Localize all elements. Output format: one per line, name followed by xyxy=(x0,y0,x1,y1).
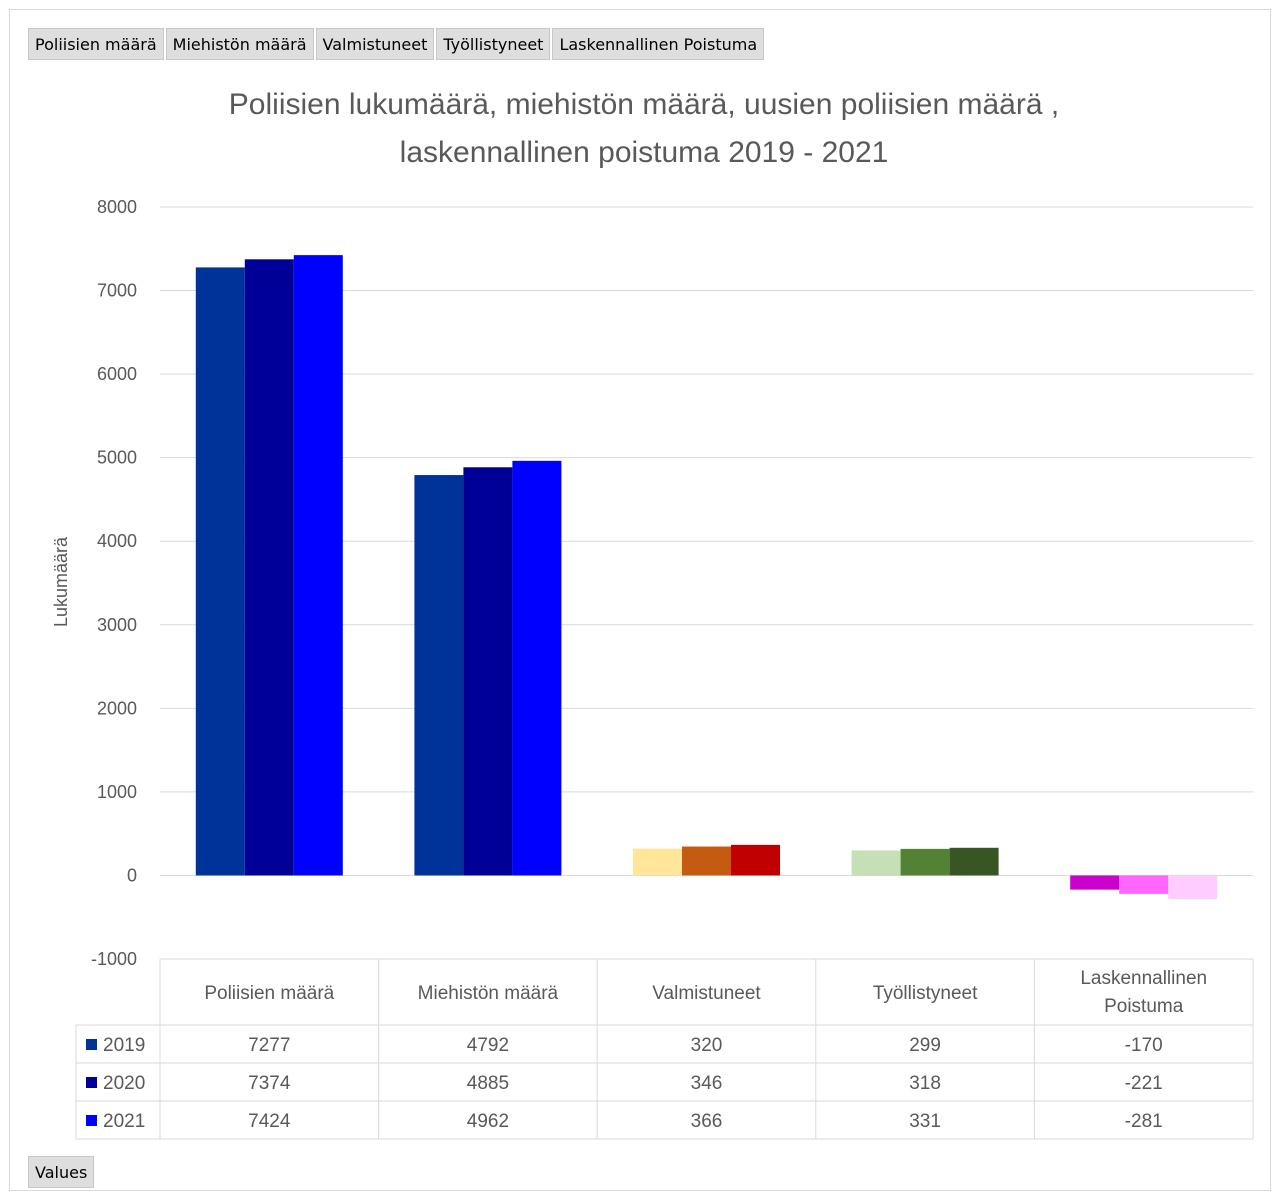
bar-2021-3 xyxy=(731,845,780,876)
table-cell-value: 4962 xyxy=(467,1111,509,1132)
bar-2021-5 xyxy=(1168,875,1217,898)
legend-key-2020 xyxy=(86,1077,97,1088)
bar-2020-4 xyxy=(901,849,950,876)
bar-2020-1 xyxy=(245,259,294,875)
table-cell-value: -221 xyxy=(1125,1073,1163,1094)
table-cell-value: 331 xyxy=(909,1111,941,1132)
legend-label: 2021 xyxy=(103,1111,145,1132)
table-cell-value: 7374 xyxy=(248,1073,291,1094)
table-header: Valmistuneet xyxy=(652,983,761,1004)
table-cell-value: -170 xyxy=(1125,1035,1163,1056)
y-tick-label: 5000 xyxy=(97,448,137,468)
table-header: Laskennallinen Poistuma xyxy=(1080,968,1207,1017)
y-tick-label: 8000 xyxy=(97,197,137,217)
table-cell-value: 320 xyxy=(691,1035,723,1056)
table-cell-value: 7277 xyxy=(248,1035,290,1056)
values-button[interactable]: Values xyxy=(28,1156,94,1188)
table-header: Työllistyneet xyxy=(873,983,978,1004)
y-tick-label: 0 xyxy=(127,865,137,885)
legend-key-2019 xyxy=(86,1039,97,1050)
y-tick-label: 6000 xyxy=(97,364,137,384)
table-cell-value: -281 xyxy=(1125,1111,1163,1132)
bar-2021-1 xyxy=(294,255,343,875)
bar-2019-1 xyxy=(196,267,245,875)
bar-2019-4 xyxy=(852,850,901,875)
y-tick-label: 7000 xyxy=(97,281,137,301)
legend-label: 2019 xyxy=(103,1035,145,1056)
table-cell-value: 318 xyxy=(909,1073,941,1094)
y-tick-label: 1000 xyxy=(97,782,137,802)
y-tick-label: 4000 xyxy=(97,531,137,551)
table-header: Poliisien määrä xyxy=(204,983,334,1004)
bar-2019-2 xyxy=(414,475,463,875)
bar-2019-5 xyxy=(1070,875,1119,889)
bar-2020-2 xyxy=(463,467,512,875)
table-cell-value: 4792 xyxy=(467,1035,509,1056)
legend-label: 2020 xyxy=(103,1073,145,1094)
table-cell-value: 4885 xyxy=(467,1073,509,1094)
bar-2021-4 xyxy=(950,848,999,876)
legend-key-2021 xyxy=(86,1115,97,1126)
bar-2019-3 xyxy=(633,849,682,876)
y-tick-label: 3000 xyxy=(97,615,137,635)
table-cell-value: 366 xyxy=(691,1111,723,1132)
table-header: Miehistön määrä xyxy=(418,983,559,1004)
y-tick-label: 2000 xyxy=(97,698,137,718)
table-cell-value: 7424 xyxy=(248,1111,291,1132)
table-cell-value: 299 xyxy=(909,1035,941,1056)
bar-2020-3 xyxy=(682,847,731,876)
bar-2020-5 xyxy=(1119,875,1168,893)
bar-2021-2 xyxy=(512,461,561,876)
y-axis-label: Lukumäärä xyxy=(51,536,71,627)
table-cell-value: 346 xyxy=(691,1073,723,1094)
y-tick-label: -1000 xyxy=(91,949,137,969)
